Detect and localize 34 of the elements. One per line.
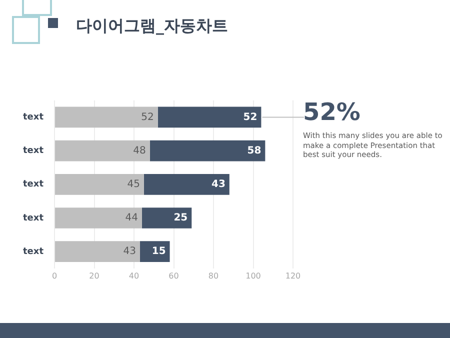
x-tick-label: 20 [89,271,100,280]
bar [140,241,170,262]
bar [55,106,158,128]
x-tick-label: 100 [246,271,261,280]
y-tick-label: text [23,112,44,123]
x-tick-label: 120 [285,271,301,280]
data-label: 43 [123,246,136,258]
x-tick-label: 0 [52,271,58,280]
y-tick-label: text [23,213,44,224]
data-label: 44 [125,212,138,224]
x-tick-label: 60 [168,271,179,280]
x-tick-label: 80 [208,271,219,280]
bar [55,241,140,262]
bar [144,174,230,195]
chart-title: 다이어그램_자동차트 [76,16,228,37]
data-label: 58 [247,145,262,156]
y-tick-label: text [23,246,44,257]
bar [142,208,192,228]
y-tick-label: text [23,180,44,190]
annotation: 52% [303,98,360,126]
data-label: 43 [211,178,226,190]
bar [150,140,266,162]
bar [55,208,142,228]
data-label: 52 [243,112,258,123]
bar [55,174,144,195]
y-tick-label: text [23,146,44,156]
data-label: 15 [152,246,166,258]
data-label: 48 [133,145,146,156]
bar [158,106,262,128]
x-tick-label: 40 [128,271,140,280]
data-label: 52 [141,112,154,123]
data-label: 25 [174,212,188,224]
bar [55,140,150,162]
data-label: 45 [127,178,140,190]
